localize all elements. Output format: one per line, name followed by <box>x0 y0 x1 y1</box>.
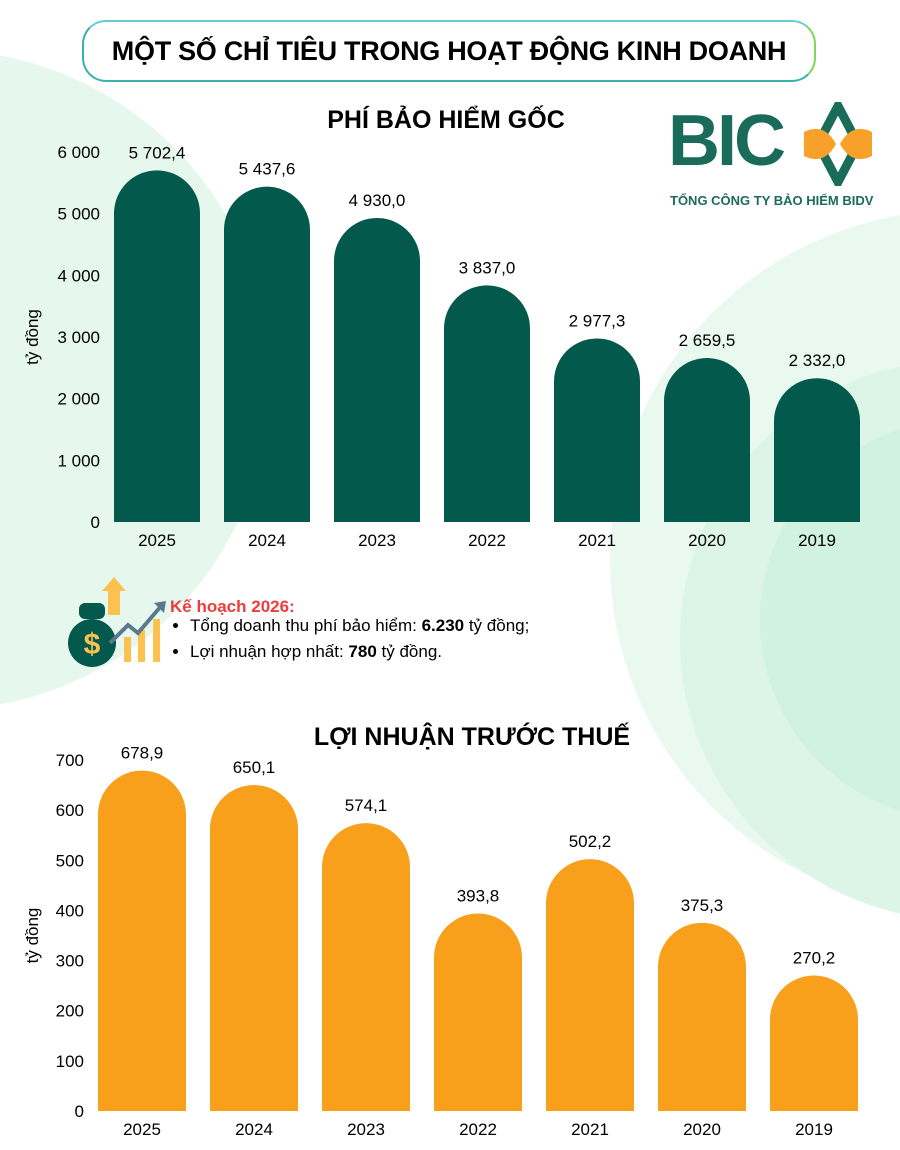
main-title: MỘT SỐ CHỈ TIÊU TRONG HOẠT ĐỘNG KINH DOA… <box>111 35 787 66</box>
data-label: 574,1 <box>345 796 388 815</box>
plan-item-unit: tỷ đồng; <box>464 616 530 635</box>
x-tick-label: 2025 <box>138 531 176 550</box>
bar <box>658 922 746 1111</box>
money-bag-growth-icon: $ <box>68 577 166 667</box>
svg-text:$: $ <box>84 628 101 661</box>
bar <box>114 170 200 522</box>
bg-circle <box>760 429 900 811</box>
x-tick-label: 2019 <box>795 1120 833 1139</box>
data-label: 3 837,0 <box>459 258 516 277</box>
logo-emblem-icon <box>804 102 872 186</box>
x-tick-label: 2025 <box>123 1120 161 1139</box>
plan-item: Tổng doanh thu phí bảo hiểm: 6.230 tỷ đồ… <box>190 613 529 639</box>
data-label: 270,2 <box>793 949 836 968</box>
y-tick-label: 3 000 <box>57 328 100 347</box>
x-tick-label: 2019 <box>798 531 836 550</box>
chart-profit: LỢI NHUẬN TRƯỚC THUẾ tỷ đồng 0 100 200 300 400… <box>23 721 858 1139</box>
y-tick-label: 5 000 <box>57 205 100 224</box>
y-axis-label: tỷ đồng <box>23 309 42 365</box>
chart-premium: PHÍ BẢO HIỂM GỐC tỷ đồng 0 1 000 2 000 3 000 4… <box>23 104 860 550</box>
chart-title: LỢI NHUẬN TRƯỚC THUẾ <box>314 721 630 751</box>
y-tick-label: 600 <box>56 801 84 820</box>
x-tick-label: 2020 <box>688 531 726 550</box>
bar <box>434 913 522 1111</box>
plan-item-label: Tổng doanh thu phí bảo hiểm: <box>190 616 422 635</box>
y-tick-label: 0 <box>75 1102 84 1121</box>
y-tick-label: 1 000 <box>57 451 100 470</box>
y-tick-label: 4 000 <box>57 266 100 285</box>
data-label: 5 702,4 <box>129 143 186 162</box>
x-tick-label: 2021 <box>571 1120 609 1139</box>
bar <box>774 378 860 522</box>
data-label: 2 977,3 <box>569 311 626 330</box>
data-label: 2 332,0 <box>789 351 846 370</box>
y-tick-label: 200 <box>56 1002 84 1021</box>
plan-2026: $ Kế hoạch 2026: Tổng doanh thu phí bảo … <box>62 575 622 675</box>
bar <box>664 357 750 522</box>
x-tick-label: 2024 <box>235 1120 273 1139</box>
data-label: 4 930,0 <box>349 191 406 210</box>
data-label: 375,3 <box>681 896 724 915</box>
bar <box>334 217 420 522</box>
x-tick-label: 2022 <box>459 1120 497 1139</box>
data-label: 678,9 <box>121 744 164 763</box>
plan-item-label: Lợi nhuận hợp nhất: <box>190 642 349 661</box>
main-title-box: MỘT SỐ CHỈ TIÊU TRONG HOẠT ĐỘNG KINH DOA… <box>82 20 816 82</box>
data-label: 2 659,5 <box>679 331 736 350</box>
plan-item: Lợi nhuận hợp nhất: 780 tỷ đồng. <box>190 639 529 665</box>
plan-list: Tổng doanh thu phí bảo hiểm: 6.230 tỷ đồ… <box>170 613 529 665</box>
bar <box>770 975 858 1111</box>
x-tick-label: 2021 <box>578 531 616 550</box>
x-tick-label: 2023 <box>347 1120 385 1139</box>
plan-item-value: 6.230 <box>421 616 465 635</box>
y-tick-label: 300 <box>56 952 84 971</box>
y-tick-label: 700 <box>56 751 84 770</box>
y-axis-label: tỷ đồng <box>23 908 42 964</box>
bar <box>322 823 410 1111</box>
data-label: 5 437,6 <box>239 160 296 179</box>
y-tick-label: 6 000 <box>57 143 100 162</box>
y-tick-label: 0 <box>91 513 100 532</box>
data-label: 502,2 <box>569 832 612 851</box>
data-label: 393,8 <box>457 887 500 906</box>
bar <box>98 770 186 1111</box>
x-tick-label: 2022 <box>468 531 506 550</box>
bar <box>444 285 530 522</box>
bar <box>224 186 310 522</box>
data-label: 650,1 <box>233 758 276 777</box>
bar <box>210 785 298 1111</box>
y-tick-label: 500 <box>56 851 84 870</box>
y-tick-label: 2 000 <box>57 390 100 409</box>
plan-heading: Kế hoạch 2026: <box>170 597 295 616</box>
plan-item-value: 780 <box>348 642 377 661</box>
plan-item-unit: tỷ đồng. <box>376 642 443 661</box>
logo-subtitle: TỔNG CÔNG TY BẢO HIỂM BIDV <box>670 193 874 208</box>
chart-title: PHÍ BẢO HIỂM GỐC <box>327 104 565 134</box>
x-tick-label: 2020 <box>683 1120 721 1139</box>
bar <box>546 859 634 1111</box>
y-tick-label: 100 <box>56 1052 84 1071</box>
y-tick-label: 400 <box>56 901 84 920</box>
x-tick-label: 2023 <box>358 531 396 550</box>
bic-logo: BIC TỔNG CÔNG TY BẢO HIỂM BIDV <box>668 100 883 215</box>
bar <box>554 338 640 522</box>
x-tick-label: 2024 <box>248 531 286 550</box>
logo-text: BIC <box>668 101 786 181</box>
